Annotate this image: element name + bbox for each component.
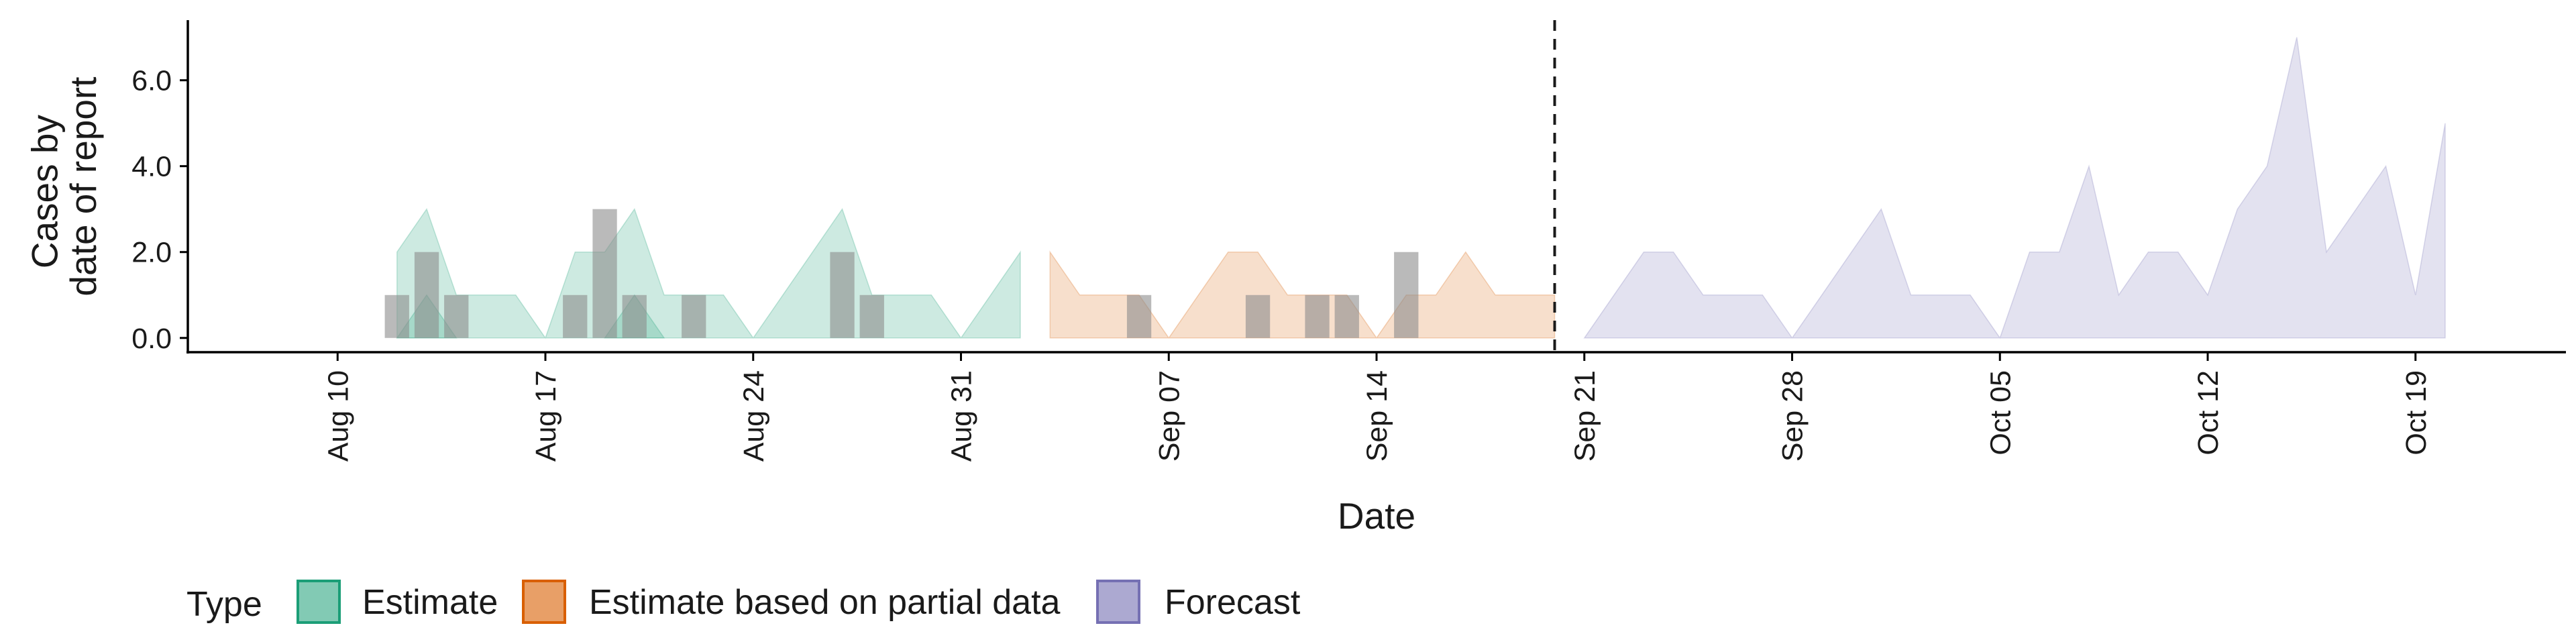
legend-key-forecast [1096,580,1140,624]
x-tick-label: Oct 05 [1984,370,2017,455]
x-tick-label: Oct 12 [2192,370,2224,455]
x-axis-title: Date [1338,495,1415,537]
y-tick-label: 2.0 [131,237,172,269]
legend-key-partial [522,580,566,624]
observed-bar-layer [384,209,1419,338]
legend-label-forecast: Forecast [1165,583,1301,622]
observed-bar [682,294,706,338]
y-axis-title-line-2: date of report [62,76,104,296]
y-axis-ticks: 0.0 2.0 4.0 6.0 [131,65,188,355]
observed-bar [830,252,855,338]
observed-bar [592,209,617,338]
x-tick-label: Aug 24 [738,370,770,462]
ribbon-estimate-based-on-partial-data-0 [1049,250,1556,339]
legend-label-estimate: Estimate [362,583,498,622]
ribbon-forecast-0 [1583,37,2446,339]
observed-bar [384,294,409,338]
observed-bar [622,294,647,338]
observed-bar [1394,252,1419,338]
x-tick-label: Sep 21 [1569,370,1601,462]
y-axis-title-line-1: Cases by [23,115,65,269]
observed-bar [1245,294,1271,338]
ribbon-layer [396,37,2446,339]
observed-bar [444,294,469,338]
observed-bar [859,294,884,338]
observed-bar [1305,294,1330,338]
y-axis-title: Cases by date of report [23,76,104,296]
legend-title: Type [186,585,262,624]
x-tick-label: Sep 14 [1361,370,1393,462]
x-tick-label: Oct 19 [2400,370,2432,455]
x-axis-ticks: Aug 10 Aug 17 Aug 24 Aug 31 Sep 07 Sep 14 Sep … [322,352,2432,462]
y-tick-label: 4.0 [131,151,172,183]
observed-bar [1126,294,1152,338]
observed-bar [563,294,588,338]
x-tick-label: Sep 28 [1777,370,1809,462]
legend-key-estimate [297,580,341,624]
x-tick-label: Aug 10 [322,370,354,462]
legend: Type Estimate Estimate based on partial … [186,580,1301,624]
observed-bar [1334,294,1359,338]
y-tick-label: 6.0 [131,65,172,97]
y-tick-label: 0.0 [131,323,172,355]
x-tick-label: Sep 07 [1153,370,1185,462]
observed-bar [414,252,439,338]
x-tick-label: Aug 31 [946,370,978,462]
ribbon-estimate-0 [396,208,1021,339]
legend-label-partial: Estimate based on partial data [589,583,1061,622]
x-tick-label: Aug 17 [530,370,562,462]
